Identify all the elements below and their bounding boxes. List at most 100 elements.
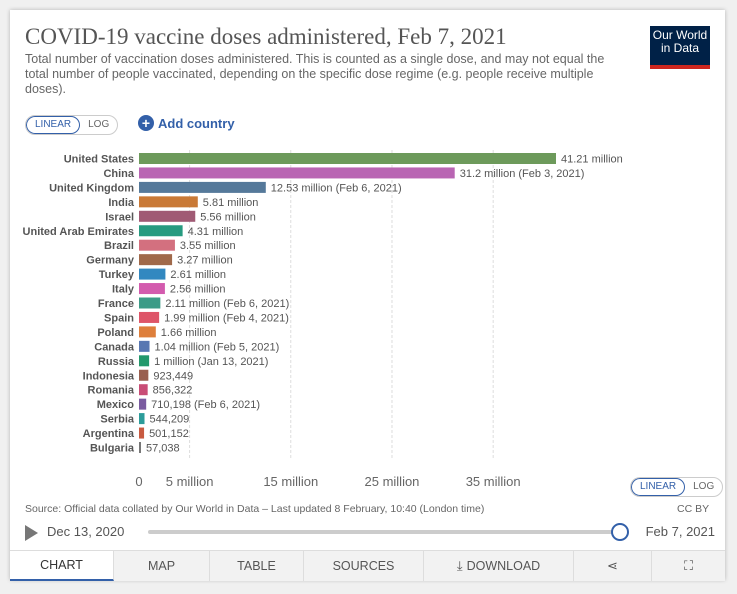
category-label: China: [103, 168, 134, 180]
chart-subtitle: Total number of vaccination doses admini…: [25, 52, 605, 96]
value-label: 2.11 million (Feb 6, 2021): [165, 298, 289, 310]
chart-title: COVID-19 vaccine doses administered, Feb…: [25, 24, 507, 49]
bar[interactable]: [139, 427, 145, 439]
bar-row[interactable]: Israel 5.56 million: [105, 210, 256, 224]
bar[interactable]: [139, 355, 150, 367]
bar[interactable]: [139, 413, 145, 425]
license-text[interactable]: CC BY: [677, 503, 710, 515]
category-label: Israel: [105, 211, 134, 223]
bar[interactable]: [139, 369, 149, 381]
x-axis-ticks: 0 5 million 15 million 25 million 35 million: [135, 474, 520, 489]
bar[interactable]: [139, 153, 556, 164]
fullscreen-button[interactable]: ⛶: [652, 551, 725, 581]
category-label: Spain: [104, 312, 134, 324]
x-tick-label: 5 million: [166, 474, 214, 489]
bar[interactable]: [139, 326, 156, 338]
tab-download[interactable]: ⤓ DOWNLOAD: [424, 551, 574, 581]
tab-chart[interactable]: CHART: [10, 551, 114, 581]
bar-row[interactable]: Germany 3.27 million: [86, 254, 233, 267]
value-label: 923,449: [153, 370, 193, 382]
value-label: 1.04 million (Feb 5, 2021): [155, 341, 280, 353]
category-label: India: [108, 197, 135, 209]
bar-row[interactable]: Indonesia 923,449: [83, 369, 193, 383]
share-button[interactable]: ⋖: [574, 551, 652, 581]
bar-row[interactable]: United States 41.21 million: [64, 153, 623, 166]
bar[interactable]: [139, 225, 183, 237]
bar[interactable]: [139, 239, 175, 251]
bar-row[interactable]: Spain 1.99 million (Feb 4, 2021): [104, 311, 289, 325]
bar-row[interactable]: Brazil 3.55 million: [104, 239, 236, 253]
bar-row[interactable]: Turkey 2.61 million: [99, 268, 226, 282]
owid-logo[interactable]: Our World in Data: [650, 26, 710, 69]
bar-row[interactable]: Bulgaria 57,038: [90, 442, 180, 455]
timeline-track[interactable]: [148, 530, 620, 534]
bar[interactable]: [139, 384, 148, 396]
tab-map[interactable]: MAP: [114, 551, 210, 581]
share-icon: ⋖: [607, 558, 618, 573]
value-label: 2.61 million: [170, 269, 226, 281]
bar[interactable]: [139, 167, 455, 179]
bar-row[interactable]: Canada 1.04 million (Feb 5, 2021): [94, 340, 280, 354]
value-label: 2.56 million: [170, 284, 226, 296]
logo-line-2: in Data: [660, 41, 700, 55]
log-toggle-button[interactable]: LOG: [88, 119, 110, 130]
timeline-handle[interactable]: [611, 523, 629, 541]
bar[interactable]: [139, 283, 165, 295]
bar-row[interactable]: Russia 1 million (Jan 13, 2021): [98, 355, 269, 368]
category-label: Serbia: [100, 414, 135, 426]
category-label: United States: [64, 154, 134, 166]
bar[interactable]: [139, 196, 198, 208]
x-tick-label: 0: [135, 474, 142, 489]
value-label: 3.27 million: [177, 255, 233, 267]
value-label: 41.21 million: [561, 154, 623, 166]
category-label: Canada: [94, 341, 135, 353]
value-label: 1.99 million (Feb 4, 2021): [164, 312, 289, 324]
bar[interactable]: [139, 297, 161, 309]
category-label: Argentina: [83, 428, 135, 440]
bar[interactable]: [139, 210, 196, 222]
x-tick-label: 15 million: [263, 474, 318, 489]
bar-row[interactable]: Romania 856,322: [88, 384, 193, 397]
bar-row[interactable]: China 31.2 million (Feb 3, 2021): [103, 167, 584, 180]
bar[interactable]: [139, 181, 266, 193]
log-toggle-button-bottom[interactable]: LOG: [693, 481, 715, 492]
bar-row[interactable]: Italy 2.56 million: [112, 283, 226, 296]
download-icon: ⤓: [456, 558, 463, 573]
bar[interactable]: [139, 340, 150, 352]
bar-row[interactable]: Mexico 710,198 (Feb 6, 2021): [97, 398, 260, 412]
category-label: Bulgaria: [90, 443, 135, 455]
bar-row[interactable]: United Arab Emirates 4.31 million: [23, 225, 244, 238]
plus-circle-icon: +: [138, 115, 154, 131]
bar[interactable]: [139, 254, 173, 266]
timeline-end-date: Feb 7, 2021: [645, 524, 715, 539]
x-tick-label: 25 million: [365, 474, 420, 489]
category-label: France: [98, 298, 134, 310]
value-label: 1 million (Jan 13, 2021): [154, 356, 268, 368]
bar[interactable]: [139, 398, 147, 410]
tab-sources[interactable]: SOURCES: [304, 551, 424, 581]
chart-bars: United States 41.21 million China 31.2 mill…: [23, 153, 623, 455]
value-label: 1.66 million: [161, 327, 217, 339]
bar-row[interactable]: India 5.81 million: [108, 196, 258, 209]
category-label: Romania: [88, 385, 135, 397]
timeline: Dec 13, 2020 Feb 7, 2021: [25, 522, 715, 544]
source-text: Source: Official data collated by Our Wo…: [25, 503, 485, 515]
bar-row[interactable]: France 2.11 million (Feb 6, 2021): [98, 297, 289, 311]
value-label: 3.55 million: [180, 240, 236, 252]
value-label: 5.81 million: [203, 197, 259, 209]
bar[interactable]: [139, 311, 160, 323]
linear-toggle-button-bottom[interactable]: LINEAR: [631, 478, 686, 496]
bar-row[interactable]: Argentina 501,152: [83, 427, 189, 441]
value-label: 544,209: [150, 414, 190, 426]
play-icon[interactable]: [25, 525, 38, 541]
add-country-button[interactable]: + Add country: [138, 115, 235, 131]
bar-row[interactable]: United Kingdom 12.53 million (Feb 6, 2021…: [49, 181, 402, 195]
bar-row[interactable]: Poland 1.66 million: [97, 326, 216, 339]
timeline-start-date: Dec 13, 2020: [47, 524, 125, 539]
bar-row[interactable]: Serbia 544,209: [100, 413, 189, 426]
linear-toggle-button[interactable]: LINEAR: [26, 116, 81, 134]
bar[interactable]: [139, 268, 166, 280]
bar[interactable]: [139, 442, 141, 453]
value-label: 710,198 (Feb 6, 2021): [151, 399, 260, 411]
tab-table[interactable]: TABLE: [210, 551, 304, 581]
